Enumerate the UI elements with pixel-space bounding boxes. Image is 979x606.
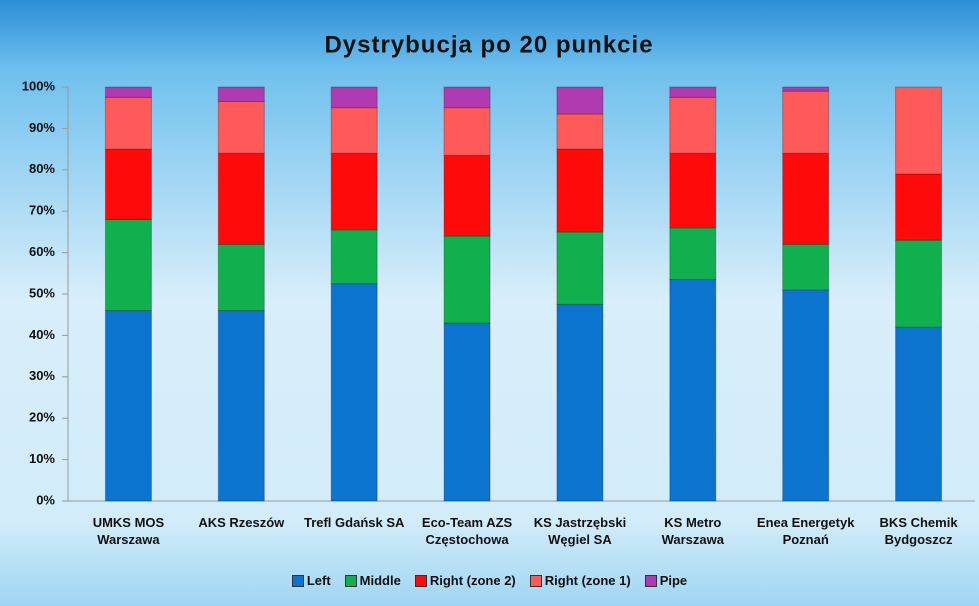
legend-label: Pipe [659,573,688,588]
bar-segment [895,173,943,241]
bar-segment [443,235,491,324]
bar-segment [556,86,604,115]
bar-segment [895,239,943,328]
legend-item: Right (zone 2) [414,573,516,588]
bar-segment [782,289,830,502]
bar-segment [669,227,717,281]
legend-item: Right (zone 1) [529,573,631,588]
bar-segment [330,229,378,285]
bar-segment [782,152,830,245]
bar-segment [443,107,491,156]
bar-segment [556,148,604,233]
x-tick-label: BKS Chemik Bydgoszcz [879,515,958,547]
legend-swatch [644,574,657,587]
bar-segment [669,279,717,502]
y-tick-label: 0% [36,492,55,507]
bar-segment [217,86,265,102]
legend-item: Left [291,573,331,588]
x-tick-label: KS Metro Warszawa [661,515,724,547]
bar-segment [104,86,152,98]
y-tick-label: 10% [29,451,55,466]
x-tick-label: Eco-Team AZS Częstochowa [421,515,513,547]
bar-segment [104,310,152,502]
y-tick-label: 50% [29,285,55,300]
bar-segment [104,96,152,150]
y-tick-label: 60% [29,244,55,259]
legend-item: Pipe [644,573,688,588]
bar-segment [895,86,943,175]
x-tick-label: Enea Energetyk Poznań [756,515,855,547]
bar-segment [443,322,491,502]
bar-segment [895,326,943,502]
bar-segment [782,243,830,291]
legend-label: Left [306,573,331,588]
y-tick-label: 30% [29,368,55,383]
legend-swatch [529,574,542,587]
y-tick-label: 100% [22,78,56,93]
bar-segment [782,90,830,154]
bar-segment [217,152,265,245]
bar-segment [556,303,604,502]
bar-segment [556,231,604,305]
y-tick-label: 90% [29,120,55,135]
y-tick-label: 40% [29,327,55,342]
bar-segment [782,86,830,92]
y-tick-label: 70% [29,203,55,218]
y-tick-label: 80% [29,161,55,176]
bar-segment [217,310,265,502]
y-tick-label: 20% [29,410,55,425]
x-tick-label: AKS Rzeszów [198,515,285,530]
legend-label: Right (zone 2) [429,573,516,588]
bar-segment [443,86,491,109]
bar-segment [556,113,604,150]
bar-segment [104,218,152,312]
bar-segment [217,243,265,312]
bar-segment [669,86,717,98]
x-tick-label: UMKS MOS Warszawa [92,515,165,547]
legend-item: Middle [344,573,401,588]
legend-label: Middle [359,573,401,588]
bar-segment [330,152,378,231]
legend-swatch [414,574,427,587]
bar-segment [669,152,717,229]
bar-segment [330,86,378,109]
bar-segment [217,100,265,154]
x-tick-label: Trefl Gdańsk SA [303,515,405,530]
bar-segment [443,154,491,237]
x-tick-label: KS Jastrzębski Węgiel SA [533,515,627,547]
bar-segment [330,283,378,502]
legend-swatch [291,574,304,587]
legend-label: Right (zone 1) [544,573,631,588]
bar-segment [330,107,378,154]
chart-title: Dystrybucja po 20 punkcie [324,31,653,58]
legend: Left Middle Right (zone 2) Right (zone 1) Pi… [0,573,979,588]
bar-segment [669,96,717,154]
legend-swatch [344,574,357,587]
bar-segment [104,148,152,220]
